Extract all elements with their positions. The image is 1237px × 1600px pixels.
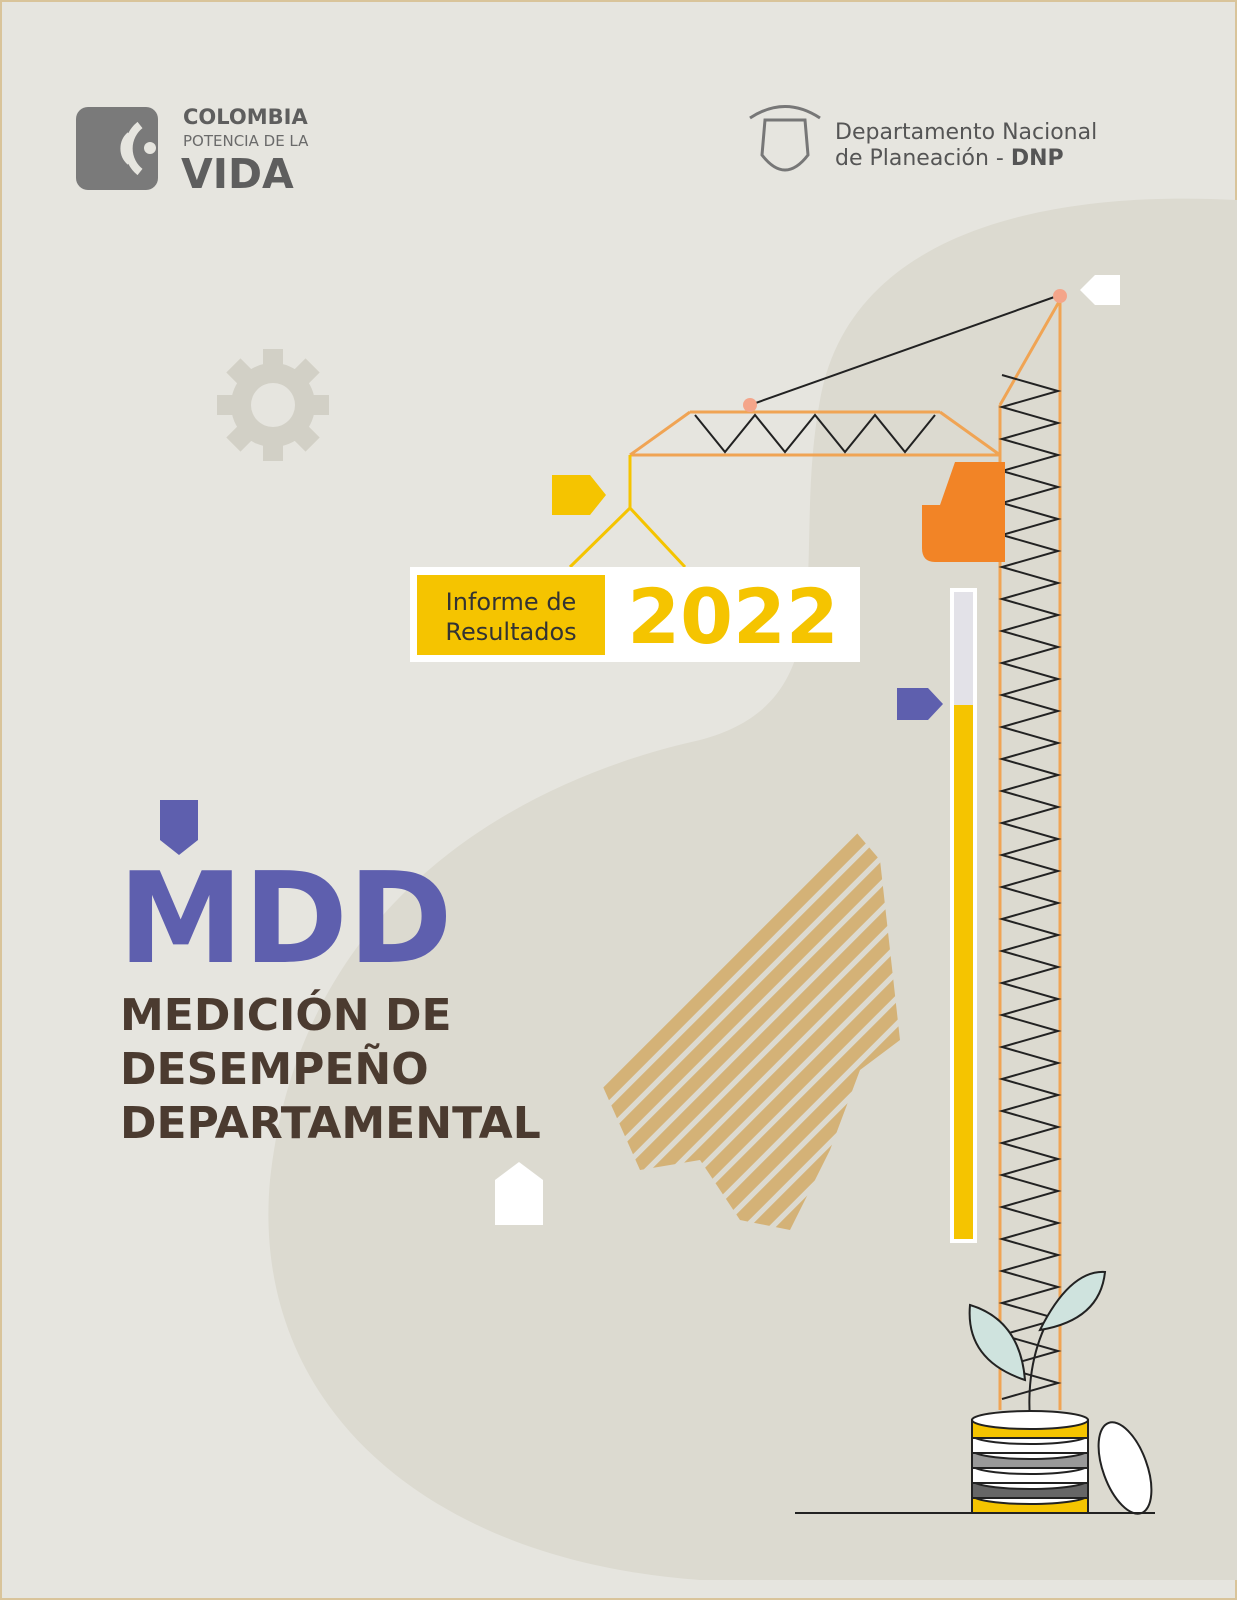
title-line: DESEMPEÑO (120, 1042, 429, 1095)
colombia-logo: COLOMBIA POTENCIA DE LA VIDA (76, 105, 309, 198)
badge-label (417, 575, 605, 655)
map-stripe (627, 693, 900, 1230)
title-line: DEPARTAMENTAL (120, 1098, 541, 1149)
plant-coins (795, 1270, 1155, 1515)
tag (897, 688, 943, 720)
tower-truss (998, 374, 1062, 1400)
crane (629, 299, 1062, 1410)
jib-truss (694, 413, 936, 454)
map-stripe (679, 693, 900, 1230)
dnp-abbr: DNP (1011, 146, 1064, 171)
badge-year: 2022 (627, 572, 839, 661)
house-tag (495, 1162, 543, 1225)
progress-empty (954, 592, 973, 705)
dnp-text: de Planeación - DNP (835, 146, 1064, 171)
pulley (743, 398, 757, 412)
logo-text: COLOMBIA (183, 105, 308, 129)
gear-tooth (263, 441, 283, 461)
gear-icon (217, 349, 329, 461)
hook (568, 455, 687, 569)
progress-fill (954, 705, 973, 1239)
tag (1080, 275, 1120, 305)
coin (971, 1410, 1089, 1430)
logo-text: POTENCIA DE LA (183, 132, 309, 150)
badge-text: Resultados (445, 618, 576, 646)
dnp-text: de Planeación - (835, 146, 1004, 171)
crane-cab (922, 462, 1005, 562)
tag (552, 475, 606, 515)
title-tag (160, 800, 198, 855)
gear-tooth (263, 349, 283, 369)
pulley (1053, 289, 1067, 303)
acronym: MDD (118, 845, 453, 992)
title-line: MEDICIÓN DE (120, 988, 452, 1041)
dnp-text: Departamento Nacional (835, 120, 1097, 145)
gear-tooth (309, 395, 329, 415)
badge-text: Informe de (446, 588, 577, 616)
logo-text: VIDA (181, 150, 294, 198)
map-stripe (653, 693, 900, 1230)
gear-tooth (217, 395, 237, 415)
dnp-logo: Departamento Nacional de Planeación - DNP (749, 105, 1097, 172)
cable (749, 294, 1061, 406)
